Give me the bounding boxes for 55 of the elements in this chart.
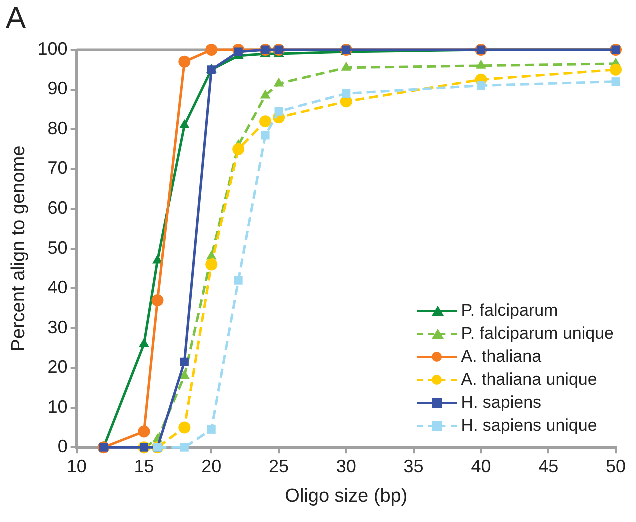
y-tick-label: 80 [48, 118, 68, 138]
point [274, 78, 284, 87]
legend-label: A. thaliana unique [461, 369, 598, 391]
point [476, 82, 486, 90]
point [206, 44, 218, 56]
point [179, 120, 190, 129]
point [180, 443, 189, 452]
y-tick-label: 10 [48, 396, 68, 417]
x-tick-label: 10 [66, 456, 87, 476]
point [206, 258, 218, 271]
point [232, 143, 245, 156]
legend-label: H. sapiens unique [461, 415, 598, 437]
y-tick-label: 70 [48, 158, 68, 178]
point [341, 62, 352, 71]
point [207, 425, 216, 434]
y-tick-label: 40 [48, 278, 68, 298]
point [476, 60, 486, 69]
point [234, 276, 243, 285]
x-tick-label: 25 [269, 456, 290, 476]
point [342, 89, 351, 98]
legend-label: P. falciparum unique [461, 323, 614, 345]
x-tick-label: 35 [404, 456, 424, 476]
x-tick-label: 15 [134, 456, 154, 476]
legend-label: H. sapiens [461, 392, 542, 414]
point [180, 358, 189, 366]
point [274, 107, 284, 116]
x-tick-label: 30 [336, 456, 356, 476]
point [138, 426, 150, 438]
point [261, 131, 270, 140]
x-tick-label: 50 [606, 456, 626, 476]
point [234, 48, 243, 56]
point [152, 294, 164, 306]
point [179, 370, 190, 380]
point [612, 78, 620, 86]
x-tick-label: 40 [471, 456, 492, 476]
x-tick-label: 20 [202, 456, 222, 476]
y-tick-label: 90 [48, 78, 68, 99]
y-axis-title: Percent align to genome [8, 146, 30, 352]
legend-label: P. falciparum [461, 300, 558, 322]
y-tick-label: 50 [48, 238, 68, 258]
y-tick-label: 100 [38, 38, 68, 59]
legend-label: A. thaliana [461, 346, 542, 368]
y-tick-label: 30 [48, 317, 68, 338]
point [610, 64, 622, 76]
text: A [6, 2, 26, 36]
x-tick-label: 45 [538, 456, 559, 476]
point [178, 56, 191, 68]
point [178, 422, 191, 434]
point [139, 338, 150, 348]
point [260, 116, 272, 128]
y-tick-label: 60 [48, 198, 68, 218]
y-tick-label: 0 [58, 436, 68, 457]
point [260, 90, 271, 99]
y-tick-label: 20 [48, 357, 68, 378]
x-axis-title: Oligo size (bp) [285, 486, 408, 507]
